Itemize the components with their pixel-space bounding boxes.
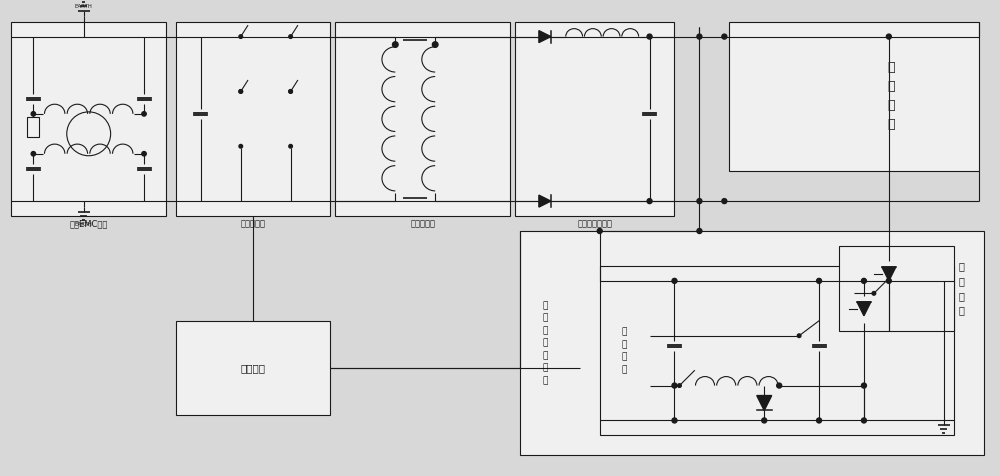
Text: 升降压电路: 升降压电路 xyxy=(410,219,435,228)
Polygon shape xyxy=(539,30,551,42)
Text: 逆变调频整流器: 逆变调频整流器 xyxy=(577,219,612,228)
Bar xyxy=(27,117,39,137)
Text: 蓄
电
池
充
电
模
块: 蓄 电 池 充 电 模 块 xyxy=(542,301,548,385)
Circle shape xyxy=(289,145,292,148)
Circle shape xyxy=(817,418,822,423)
Circle shape xyxy=(722,34,727,39)
Circle shape xyxy=(872,291,876,295)
Text: 电源整流器: 电源整流器 xyxy=(241,219,266,228)
Circle shape xyxy=(672,418,677,423)
Bar xyxy=(839,246,954,331)
Polygon shape xyxy=(882,267,896,281)
Circle shape xyxy=(239,89,243,93)
Circle shape xyxy=(697,198,702,204)
Circle shape xyxy=(678,384,681,387)
Bar xyxy=(176,21,330,216)
Circle shape xyxy=(861,278,866,283)
Polygon shape xyxy=(757,396,772,410)
Bar xyxy=(335,21,510,216)
Text: 接
口
模
块: 接 口 模 块 xyxy=(959,261,965,316)
Circle shape xyxy=(797,334,801,337)
Circle shape xyxy=(597,228,602,234)
Text: EARTH: EARTH xyxy=(75,222,93,227)
Text: 控制电路: 控制电路 xyxy=(241,363,266,373)
Circle shape xyxy=(886,34,891,39)
Polygon shape xyxy=(857,302,871,316)
Polygon shape xyxy=(539,195,551,207)
Circle shape xyxy=(762,418,767,423)
Circle shape xyxy=(239,89,243,93)
Circle shape xyxy=(697,34,702,39)
Circle shape xyxy=(31,112,36,116)
Circle shape xyxy=(393,42,398,47)
Circle shape xyxy=(142,151,146,156)
Circle shape xyxy=(722,198,727,204)
Circle shape xyxy=(817,278,822,283)
Text: 输入EMC滤波: 输入EMC滤波 xyxy=(70,219,108,228)
Circle shape xyxy=(672,383,677,388)
Circle shape xyxy=(289,35,292,39)
Bar xyxy=(515,21,674,216)
Circle shape xyxy=(672,278,677,283)
Circle shape xyxy=(432,42,438,47)
Bar xyxy=(11,21,166,216)
Circle shape xyxy=(289,89,292,93)
Circle shape xyxy=(697,228,702,234)
Text: 充
电
电
路: 充 电 电 路 xyxy=(622,327,627,374)
Bar xyxy=(176,321,330,416)
Circle shape xyxy=(647,34,652,39)
Text: EARTH: EARTH xyxy=(75,4,93,9)
Text: 用
电
设
备: 用 电 设 备 xyxy=(888,61,895,131)
Bar xyxy=(520,231,984,456)
Circle shape xyxy=(886,278,891,283)
Circle shape xyxy=(142,112,146,116)
Circle shape xyxy=(861,418,866,423)
Circle shape xyxy=(239,145,243,148)
Circle shape xyxy=(31,151,36,156)
Circle shape xyxy=(239,35,243,39)
Bar xyxy=(600,266,954,436)
Circle shape xyxy=(777,383,782,388)
Bar xyxy=(729,21,979,171)
Circle shape xyxy=(861,383,866,388)
Circle shape xyxy=(289,89,292,93)
Circle shape xyxy=(647,198,652,204)
